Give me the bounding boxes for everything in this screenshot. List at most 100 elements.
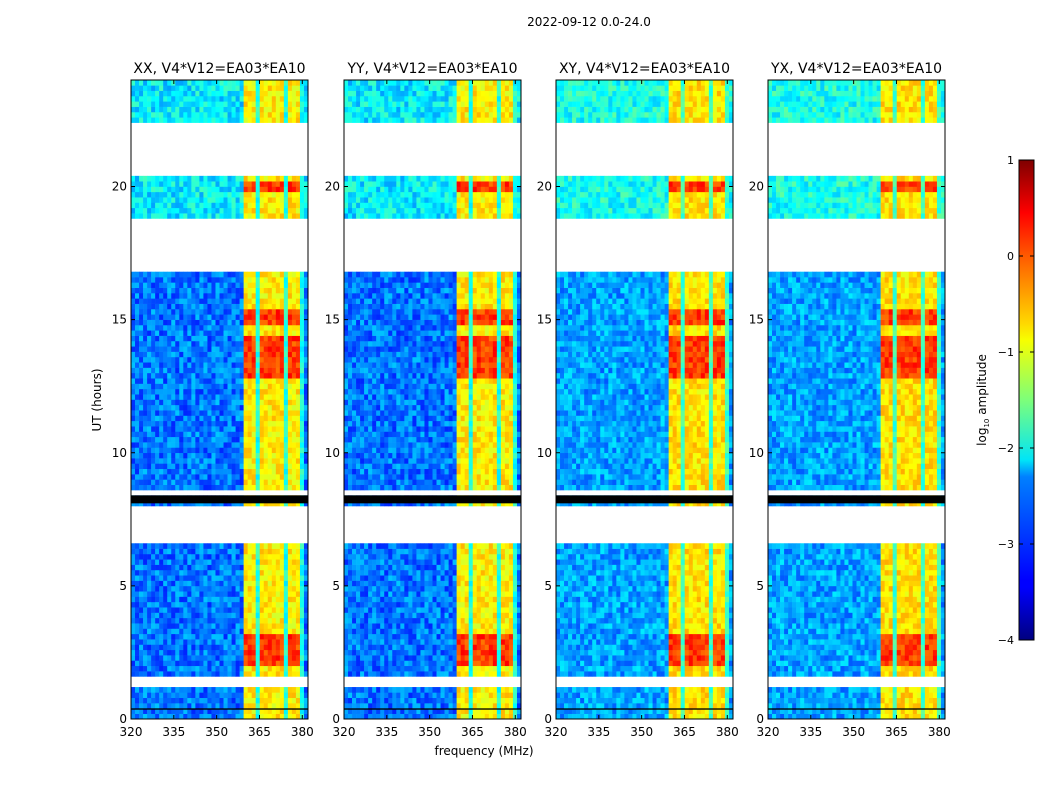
heatmap-cell xyxy=(291,101,297,107)
heatmap-cell xyxy=(364,617,369,624)
heatmap-cell xyxy=(151,319,156,326)
heatmap-cell xyxy=(175,308,180,315)
heatmap-cell xyxy=(227,436,232,443)
heatmap-cell xyxy=(512,617,518,624)
heatmap-cell xyxy=(223,80,228,86)
heatmap-cell xyxy=(496,708,502,714)
heatmap-cell xyxy=(263,335,269,342)
heatmap-cell xyxy=(199,575,204,581)
heatmap-cell xyxy=(247,186,252,193)
heatmap-cell xyxy=(159,106,164,113)
heatmap-cell xyxy=(183,383,188,390)
heatmap-cell xyxy=(263,303,269,310)
heatmap-cell xyxy=(147,687,152,693)
heatmap-cell xyxy=(195,580,200,587)
heatmap-cell xyxy=(263,378,269,384)
heatmap-cell xyxy=(376,671,381,677)
heatmap-cell xyxy=(267,442,273,448)
heatmap-cell xyxy=(183,628,188,635)
heatmap-cell xyxy=(171,484,176,491)
heatmap-cell xyxy=(167,80,172,86)
heatmap-cell xyxy=(159,340,164,347)
heatmap-cell xyxy=(283,671,289,677)
heatmap-cell xyxy=(227,649,232,656)
heatmap-cell xyxy=(247,639,252,645)
heatmap-cell xyxy=(492,692,498,699)
heatmap-cell xyxy=(147,191,152,198)
heatmap-cell xyxy=(460,591,465,597)
heatmap-cell xyxy=(131,303,136,310)
heatmap-cell xyxy=(143,436,148,443)
heatmap-cell xyxy=(231,458,236,464)
heatmap-cell xyxy=(376,687,381,693)
heatmap-cell xyxy=(147,708,152,714)
heatmap-cell xyxy=(163,277,168,283)
heatmap-cell xyxy=(243,612,248,619)
heatmap-cell xyxy=(376,708,381,714)
heatmap-cell xyxy=(131,420,136,427)
heatmap-cell xyxy=(207,351,212,358)
heatmap-cell xyxy=(348,660,353,667)
heatmap-cell xyxy=(139,474,144,480)
heatmap-cell xyxy=(432,585,437,592)
heatmap-cell xyxy=(392,665,397,672)
heatmap-cell xyxy=(247,319,252,326)
heatmap-cell xyxy=(279,713,285,720)
heatmap-cell xyxy=(267,415,273,422)
heatmap-cell xyxy=(187,372,192,379)
heatmap-cell xyxy=(291,394,297,400)
heatmap-cell xyxy=(504,623,510,629)
heatmap-cell xyxy=(163,633,168,640)
heatmap-cell xyxy=(139,319,144,326)
heatmap-cell xyxy=(500,612,506,619)
heatmap-cell xyxy=(171,111,176,118)
heatmap-cell xyxy=(215,420,220,427)
heatmap-cell xyxy=(299,484,305,491)
heatmap-cell xyxy=(275,479,281,486)
heatmap-cell xyxy=(263,548,269,555)
heatmap-cell xyxy=(155,404,160,411)
heatmap-cell xyxy=(155,591,160,597)
heatmap-cell xyxy=(231,111,236,118)
heatmap-cell xyxy=(235,436,240,443)
heatmap-cell xyxy=(223,596,228,603)
heatmap-cell xyxy=(203,564,208,571)
heatmap-cell xyxy=(155,95,160,102)
heatmap-cell xyxy=(151,277,156,283)
heatmap-cell xyxy=(155,500,160,507)
heatmap-cell xyxy=(500,639,506,645)
heatmap-cell xyxy=(227,564,232,571)
heatmap-cell xyxy=(207,330,212,336)
heatmap-cell xyxy=(492,665,498,672)
heatmap-cell xyxy=(404,655,409,661)
heatmap-cell xyxy=(207,175,212,182)
heatmap-cell xyxy=(167,713,172,720)
heatmap-cell xyxy=(472,708,478,714)
heatmap-cell xyxy=(356,585,361,592)
heatmap-cell xyxy=(251,559,256,565)
heatmap-cell xyxy=(243,207,248,214)
heatmap-cell xyxy=(215,213,220,219)
heatmap-cell xyxy=(171,346,176,352)
heatmap-cell xyxy=(163,85,168,91)
heatmap-cell xyxy=(283,298,289,304)
heatmap-cell xyxy=(440,655,445,661)
heatmap-cell xyxy=(384,607,389,613)
heatmap-cell xyxy=(344,633,349,640)
heatmap-cell xyxy=(215,399,220,406)
heatmap-cell xyxy=(247,388,252,395)
heatmap-cell xyxy=(175,303,180,310)
heatmap-cell xyxy=(275,708,281,714)
heatmap-cell xyxy=(147,90,152,97)
heatmap-cell xyxy=(512,623,518,629)
heatmap-cell xyxy=(271,633,277,640)
heatmap-cell xyxy=(468,623,474,629)
heatmap-cell xyxy=(460,612,465,619)
heatmap-cell xyxy=(135,607,140,613)
heatmap-cell xyxy=(243,335,248,342)
heatmap-cell xyxy=(159,420,164,427)
heatmap-cell xyxy=(299,191,305,198)
heatmap-cell xyxy=(283,431,289,438)
heatmap-cell xyxy=(195,639,200,645)
heatmap-cell xyxy=(147,479,152,486)
